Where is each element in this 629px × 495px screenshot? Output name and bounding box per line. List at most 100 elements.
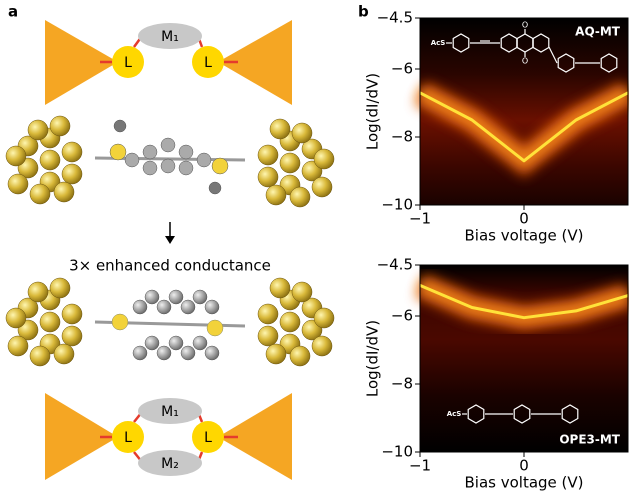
atom bbox=[113, 119, 127, 133]
structure-label: AcS bbox=[431, 39, 446, 47]
ridge bbox=[419, 91, 629, 163]
y-axis-label: Log(dI/dV) bbox=[364, 73, 382, 150]
atom bbox=[160, 137, 176, 153]
gold-atom bbox=[49, 115, 71, 137]
atom bbox=[204, 299, 220, 315]
gold-atom bbox=[27, 281, 49, 303]
x-axis-label: Bias voltage (V) bbox=[464, 474, 583, 492]
gold-atom bbox=[61, 303, 83, 325]
gold-atom bbox=[39, 149, 61, 171]
atom bbox=[132, 345, 148, 361]
atom bbox=[144, 289, 160, 305]
atom bbox=[211, 157, 229, 175]
gold-atom bbox=[7, 173, 29, 195]
gold-atom bbox=[61, 141, 83, 163]
gold-atom bbox=[291, 122, 313, 144]
gold-atom bbox=[7, 335, 29, 357]
atom bbox=[178, 160, 194, 176]
atom bbox=[192, 289, 208, 305]
atom bbox=[180, 299, 196, 315]
molecule-model-dimer bbox=[5, 277, 335, 367]
gold-atom bbox=[257, 325, 279, 347]
linker-label: L bbox=[124, 55, 132, 71]
atom bbox=[124, 152, 140, 168]
molecule-model-single bbox=[5, 115, 335, 208]
gold-atom bbox=[265, 343, 287, 365]
gold-atom bbox=[313, 307, 335, 329]
y-tick-label: −8 bbox=[391, 375, 413, 393]
gold-atom bbox=[279, 152, 301, 174]
bond bbox=[548, 46, 558, 64]
atom bbox=[168, 335, 184, 351]
gold-atom bbox=[5, 145, 27, 167]
x-tick-label: −1 bbox=[409, 210, 431, 228]
structure-label: AcS bbox=[447, 410, 462, 418]
gold-atom bbox=[53, 181, 75, 203]
panel-label: b bbox=[358, 3, 369, 21]
atom bbox=[160, 158, 176, 174]
gold-atom bbox=[289, 186, 311, 208]
gold-atom bbox=[311, 335, 333, 357]
gold-atom bbox=[291, 281, 313, 303]
annotation: OPE3-MT bbox=[559, 433, 620, 447]
ring bbox=[561, 404, 579, 424]
atom bbox=[168, 289, 184, 305]
gold-atom bbox=[279, 311, 301, 333]
gold-atom bbox=[29, 345, 51, 367]
caption: 3× enhanced conductance bbox=[69, 257, 271, 275]
gold-atom bbox=[257, 166, 279, 188]
gold-atom bbox=[53, 343, 75, 365]
gold-atom bbox=[61, 325, 83, 347]
x-axis-label: Bias voltage (V) bbox=[464, 227, 583, 245]
y-tick-label: −4.5 bbox=[377, 9, 413, 27]
molecule-label: M₁ bbox=[161, 29, 179, 45]
y-tick-label: −6 bbox=[391, 307, 413, 325]
y-tick-label: −8 bbox=[391, 128, 413, 146]
y-tick-label: −6 bbox=[391, 60, 413, 78]
annotation: AQ-MT bbox=[575, 25, 621, 39]
arrow bbox=[165, 222, 175, 244]
atom bbox=[109, 143, 127, 161]
gold-atom bbox=[311, 176, 333, 198]
junction-diagram-top bbox=[45, 20, 292, 105]
gold-atom bbox=[265, 184, 287, 206]
atom bbox=[156, 299, 172, 315]
gold-atom bbox=[257, 144, 279, 166]
ring bbox=[467, 404, 485, 424]
linker-label: L bbox=[124, 430, 132, 446]
atom bbox=[142, 144, 158, 160]
y-tick-label: −4.5 bbox=[377, 256, 413, 274]
y-axis-label: Log(dI/dV) bbox=[364, 320, 382, 397]
junction-diagram-bottom bbox=[45, 393, 292, 480]
ring bbox=[513, 404, 531, 424]
atom bbox=[196, 152, 212, 168]
atom bbox=[208, 181, 222, 195]
chemical-structure: AcS O O bbox=[431, 21, 618, 73]
atom bbox=[180, 345, 196, 361]
gold-atom bbox=[313, 148, 335, 170]
y-tick-label: −10 bbox=[381, 443, 413, 461]
x-tick-label: 0 bbox=[519, 457, 529, 475]
atom bbox=[142, 160, 158, 176]
gold-atom bbox=[269, 277, 291, 299]
gold-atom bbox=[257, 303, 279, 325]
gold-atom bbox=[5, 307, 27, 329]
structure-label: O bbox=[522, 21, 528, 30]
panel-label: a bbox=[8, 3, 18, 21]
atom bbox=[132, 299, 148, 315]
gold-atom bbox=[29, 183, 51, 205]
atom bbox=[192, 335, 208, 351]
y-tick-label: −10 bbox=[381, 196, 413, 214]
gold-atom bbox=[49, 277, 71, 299]
ring bbox=[600, 53, 618, 73]
gold-atom bbox=[61, 163, 83, 185]
atom bbox=[156, 345, 172, 361]
ring bbox=[557, 53, 575, 73]
chemical-structure: AcS bbox=[447, 404, 579, 424]
atom bbox=[204, 345, 220, 361]
linker-label: L bbox=[204, 55, 212, 71]
gold-atom bbox=[27, 119, 49, 141]
molecule-label: M₁ bbox=[161, 404, 179, 420]
molecule-label: M₂ bbox=[161, 456, 179, 472]
